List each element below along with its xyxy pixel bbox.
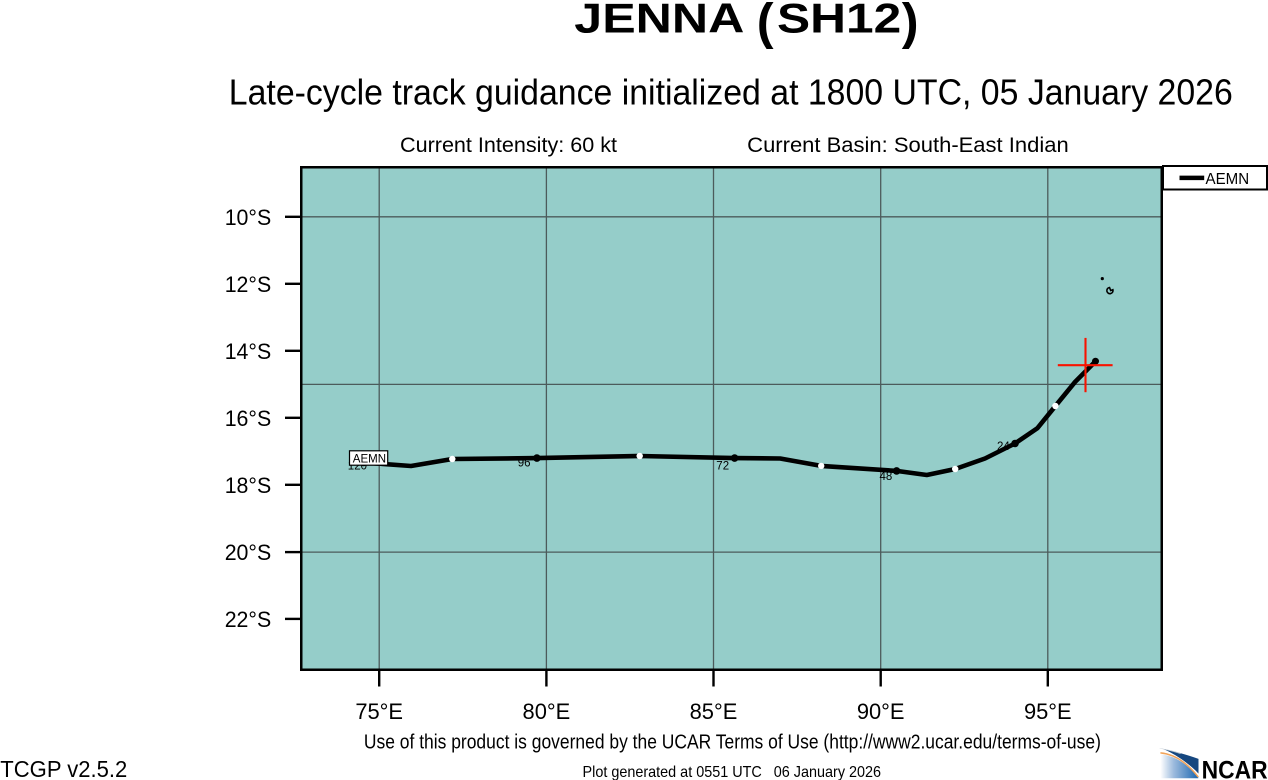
svg-text:Use of this product is governe: Use of this product is governed by the U… <box>364 732 1101 754</box>
svg-text:NCAR: NCAR <box>1202 756 1268 780</box>
svg-text:75°E: 75°E <box>355 699 403 724</box>
svg-text:12°S: 12°S <box>225 272 272 297</box>
svg-text:Current Basin: South-East Indi: Current Basin: South-East Indian <box>747 134 1069 157</box>
svg-text:24: 24 <box>997 441 1010 453</box>
svg-text:SH12: SH12 <box>777 0 901 41</box>
svg-text:AEMN: AEMN <box>1206 171 1250 188</box>
svg-text:80°E: 80°E <box>523 699 571 724</box>
svg-text:10°S: 10°S <box>225 205 272 230</box>
svg-text:85°E: 85°E <box>690 699 738 724</box>
svg-text:Plot generated at 0551 UTC 0: Plot generated at 0551 UTC 06 January 20… <box>583 764 882 780</box>
svg-text:48: 48 <box>880 471 893 483</box>
svg-text:Late-cycle track guidance init: Late-cycle track guidance initialized at… <box>229 71 1233 112</box>
svg-text:90°E: 90°E <box>857 699 905 724</box>
svg-text:Current Intensity: 60 kt: Current Intensity: 60 kt <box>400 134 617 157</box>
svg-text:14°S: 14°S <box>225 339 272 364</box>
svg-text:): ) <box>902 0 919 49</box>
svg-text:72: 72 <box>716 461 729 473</box>
svg-text:16°S: 16°S <box>225 406 272 431</box>
svg-text:JENNA: JENNA <box>574 0 744 41</box>
svg-text:(: ( <box>757 0 774 49</box>
svg-text:95°E: 95°E <box>1024 699 1072 724</box>
svg-text:18°S: 18°S <box>225 473 272 498</box>
svg-text:96: 96 <box>518 458 531 470</box>
svg-text:20°S: 20°S <box>225 540 272 565</box>
svg-text:TCGP v2.5.2: TCGP v2.5.2 <box>0 756 127 780</box>
svg-text:22°S: 22°S <box>225 607 272 632</box>
svg-text:AEMN: AEMN <box>353 453 386 465</box>
